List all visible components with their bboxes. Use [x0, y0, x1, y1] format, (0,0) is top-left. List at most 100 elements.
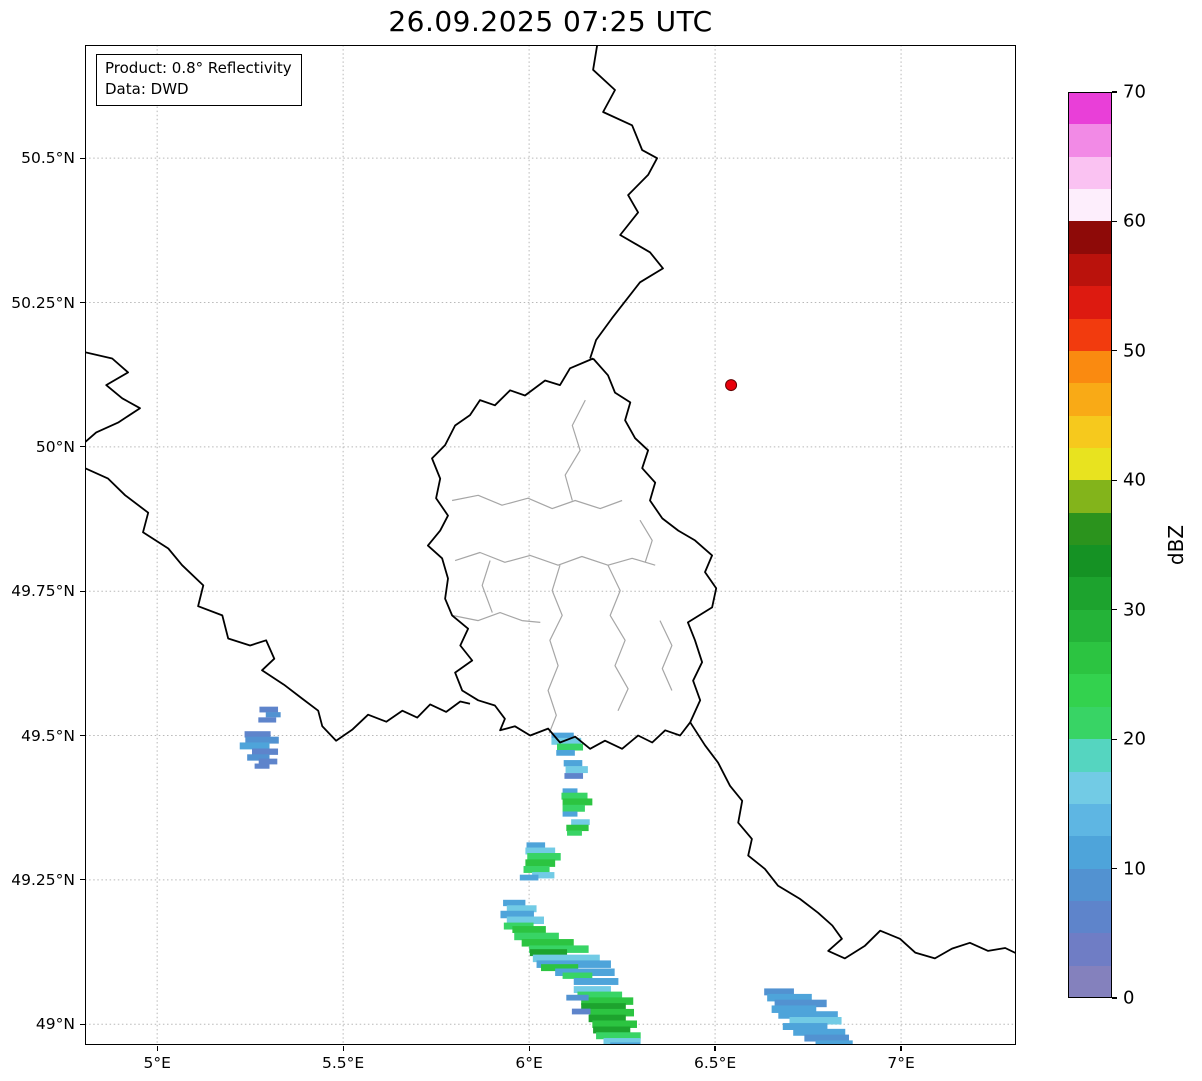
x-tick-mark [156, 1046, 158, 1051]
radar-echo-cell [512, 926, 546, 933]
radar-site-layer [725, 379, 738, 392]
colorbar-tick-label: 0 [1123, 987, 1135, 1009]
radar-echo-cell [581, 1003, 626, 1011]
colorbar-tick-mark [1112, 220, 1117, 223]
radar-echo-cell [506, 916, 544, 925]
radar-echo-cell [551, 732, 574, 739]
radar-echo-cell [573, 986, 611, 994]
radar-echo-cell [564, 773, 584, 779]
radar-echo-cell [804, 1034, 849, 1042]
y-tick-mark [80, 734, 85, 737]
radar-echo-cell [532, 872, 555, 879]
colorbar-segment [1068, 220, 1112, 254]
radar-echo-cell [523, 866, 550, 873]
admin-border-layer [451, 399, 673, 734]
radar-echo-cell [592, 1020, 637, 1028]
admin-border [607, 564, 629, 711]
colorbar-tick-label: 40 [1123, 469, 1146, 491]
admin-border [451, 494, 623, 510]
admin-border [564, 399, 586, 501]
radar-echo-cell [561, 792, 588, 800]
radar-echo-cell [551, 737, 582, 745]
colorbar-segment [1068, 706, 1112, 740]
colorbar-segment [1068, 285, 1112, 319]
radar-echo-cell [562, 798, 593, 806]
radar-echo-cell [593, 1026, 631, 1034]
colorbar-segment [1068, 188, 1112, 222]
radar-echo-cell [519, 874, 539, 881]
x-tick-label: 5°E [143, 1054, 171, 1072]
colorbar-segment [1068, 803, 1112, 837]
colorbar-tick-mark [1112, 867, 1117, 870]
y-tick-label: 49.25°N [11, 870, 75, 889]
colorbar-tick-mark [1112, 350, 1117, 352]
y-tick-mark [80, 446, 85, 448]
radar-echo-cell [247, 754, 270, 761]
colorbar-label-wrap: dBZ [1152, 92, 1200, 998]
y-tick-mark [80, 1023, 85, 1025]
y-axis: 50.5°N 50.25°N 50°N 49.75°N 49.5°N 49.25°N 49°… [0, 45, 85, 1045]
country-border-layer [85, 45, 1016, 960]
y-tick-label: 50.25°N [11, 293, 75, 312]
radar-echo-cell [778, 1011, 838, 1019]
colorbar-tick-label: 10 [1123, 858, 1146, 880]
country-border [589, 45, 664, 359]
product-line: Product: 0.8° Reflectivity [105, 59, 292, 77]
colorbar-tick-label: 70 [1123, 81, 1146, 103]
radar-site-dot [725, 379, 738, 392]
admin-border [639, 519, 653, 563]
radar-echo-cell [571, 1008, 591, 1015]
y-tick-label: 50°N [35, 437, 75, 456]
colorbar-label: dBZ [1164, 524, 1188, 566]
colorbar-ticks: 0 10 20 30 40 50 60 70 [1112, 82, 1202, 1009]
x-tick-label: 6.5°E [693, 1054, 737, 1072]
colorbar-segment [1068, 156, 1112, 190]
colorbar-tick-label: 60 [1123, 210, 1146, 232]
colorbar-segment [1068, 317, 1112, 351]
country-border [85, 351, 141, 443]
radar-echo-cell [541, 964, 579, 972]
colorbar-tick-mark [1112, 609, 1117, 611]
radar-echo-cell [514, 932, 559, 941]
radar-echo-cell [532, 954, 600, 963]
radar-echo-cell [529, 949, 568, 957]
colorbar-tick-label: 20 [1123, 728, 1146, 750]
radar-echo-cell [573, 978, 619, 985]
y-tick-label: 49°N [35, 1015, 75, 1034]
colorbar-tick-mark [1112, 91, 1117, 93]
colorbar-tick-label: 30 [1123, 599, 1146, 621]
y-tick-label: 50.5°N [21, 149, 75, 168]
radar-echo-cell [789, 1016, 842, 1025]
map-plot-area: Product: 0.8° Reflectivity Data: DWD [85, 45, 1016, 1045]
radar-echo-cell [562, 788, 578, 794]
radar-echo-cell [815, 1040, 853, 1045]
colorbar-tick-label: 50 [1123, 340, 1146, 362]
admin-border [451, 611, 541, 623]
y-tick-mark [80, 879, 85, 881]
colorbar-segment [1068, 964, 1112, 998]
radar-echo-cell [259, 706, 279, 713]
colorbar-segment [1068, 900, 1112, 934]
radar-echo-cell [254, 763, 270, 769]
radar-echo-cell [589, 1008, 635, 1017]
radar-echo-cell [557, 743, 584, 751]
radar-echo-cell [265, 712, 281, 718]
x-tick-label: 7°E [887, 1054, 915, 1072]
radar-echo-cell [566, 824, 589, 832]
x-axis: 5°E 5.5°E 6°E 6.5°E 7°E [85, 1045, 1016, 1079]
radar-echo-cell [566, 994, 589, 1001]
x-tick-mark [528, 1046, 530, 1051]
gridlines [85, 45, 1016, 1045]
radar-echo-cell [500, 910, 534, 919]
radar-echo-cell [562, 811, 578, 817]
colorbar-segment [1068, 673, 1112, 707]
country-border [85, 467, 471, 742]
radar-echo-cell [525, 847, 556, 855]
radar-echo-cell [793, 1028, 846, 1036]
radar-echo-layer [239, 706, 860, 1045]
radar-echo-cell [767, 993, 812, 1002]
colorbar-segment [1068, 770, 1112, 804]
admin-border [547, 565, 563, 734]
radar-echo-cell [603, 1038, 641, 1045]
